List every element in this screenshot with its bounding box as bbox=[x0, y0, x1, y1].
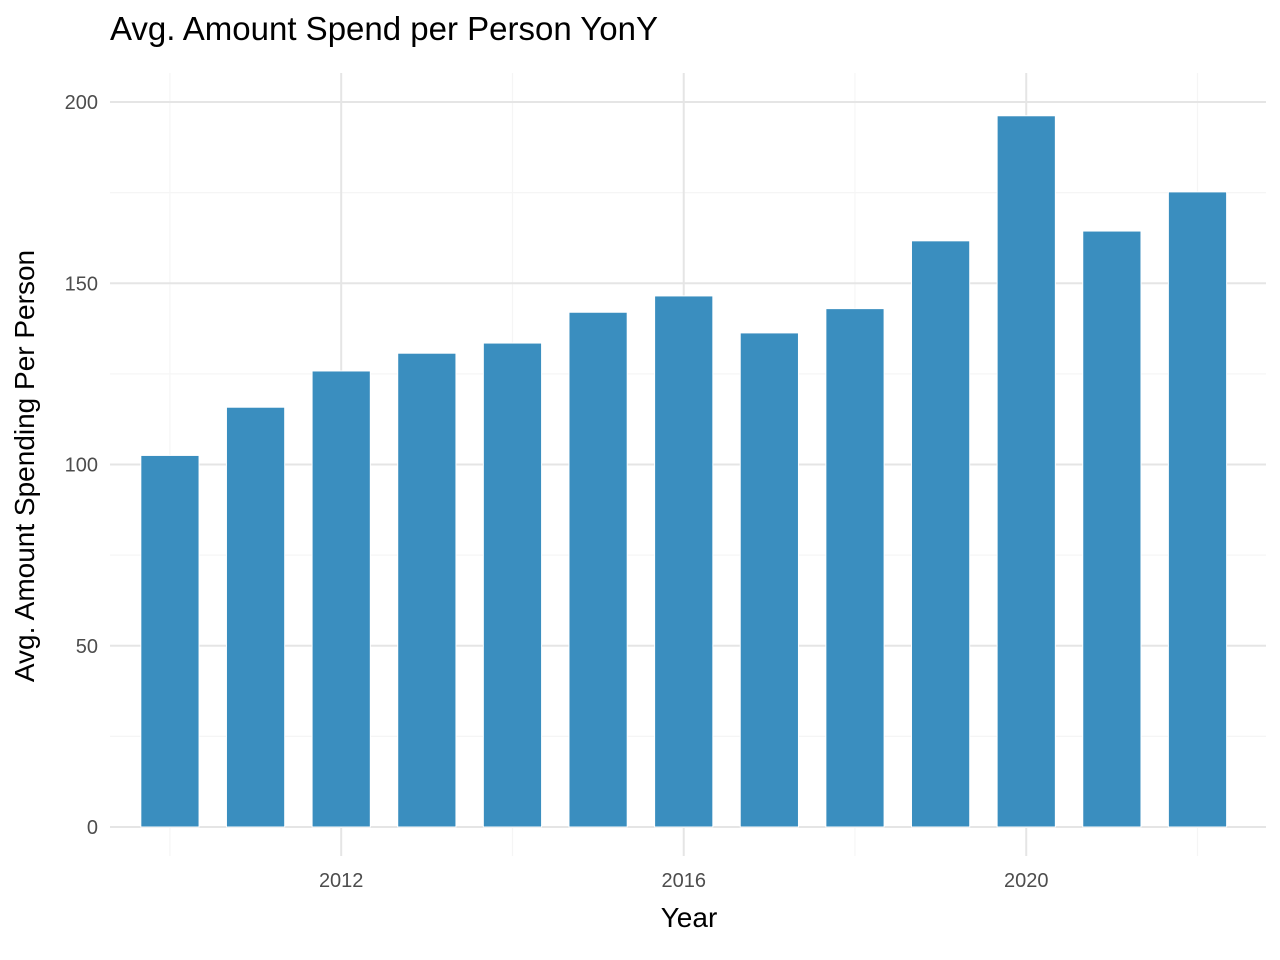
bar-2022 bbox=[1167, 191, 1228, 828]
bar-2010 bbox=[140, 454, 200, 828]
chart-title: Avg. Amount Spend per Person YonY bbox=[110, 10, 658, 47]
bar-2020 bbox=[996, 115, 1056, 828]
y-tick-label: 200 bbox=[65, 92, 98, 114]
y-axis-ticks: 0 50 100 150 200 bbox=[65, 92, 98, 839]
y-axis-title: Avg. Amount Spending Per Person bbox=[9, 250, 40, 682]
bar-2015 bbox=[568, 311, 628, 828]
bar-2013 bbox=[397, 352, 457, 828]
x-axis-title: Year bbox=[661, 902, 718, 933]
y-tick-label: 100 bbox=[65, 455, 98, 477]
y-tick-label: 50 bbox=[76, 636, 98, 658]
x-axis-ticks: 2012 2016 2020 bbox=[319, 870, 1049, 892]
bar-2018 bbox=[825, 308, 885, 828]
bar-2014 bbox=[482, 342, 543, 828]
y-tick-label: 150 bbox=[65, 273, 98, 295]
x-tick-label: 2016 bbox=[661, 870, 706, 892]
bar-2017 bbox=[739, 332, 799, 828]
bars bbox=[140, 115, 1228, 828]
bar-2016 bbox=[654, 295, 714, 828]
bar-2021 bbox=[1082, 230, 1142, 828]
bar-2012 bbox=[311, 370, 371, 828]
x-tick-label: 2012 bbox=[319, 870, 364, 892]
x-tick-label: 2020 bbox=[1004, 870, 1049, 892]
y-tick-label: 0 bbox=[87, 817, 98, 839]
bar-2019 bbox=[910, 240, 971, 828]
bar-2011 bbox=[225, 406, 286, 828]
